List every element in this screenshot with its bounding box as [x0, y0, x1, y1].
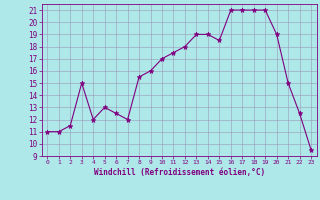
X-axis label: Windchill (Refroidissement éolien,°C): Windchill (Refroidissement éolien,°C)	[94, 168, 265, 177]
